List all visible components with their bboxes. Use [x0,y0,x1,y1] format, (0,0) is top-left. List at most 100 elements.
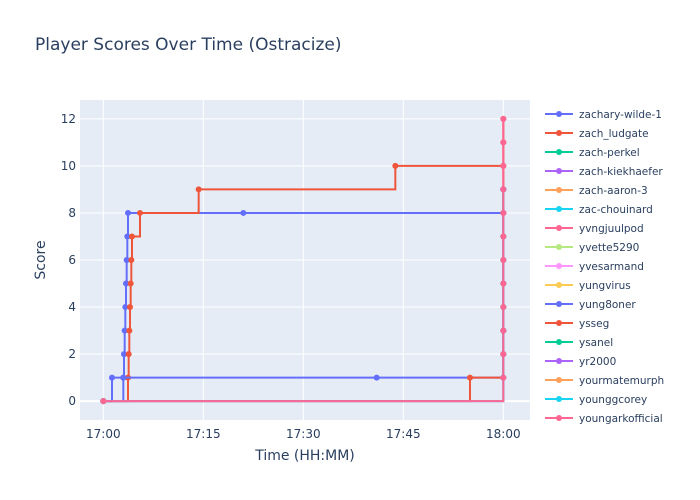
data-point [123,280,129,287]
x-tick-label: 17:00 [86,427,121,441]
data-point [500,304,507,311]
data-point [127,280,134,287]
data-point [129,233,135,240]
data-point [500,209,507,216]
legend-label: yr2000 [579,356,616,368]
legend-swatch-marker [556,187,562,193]
legend-swatch-marker [556,149,562,155]
legend-label: yvesarmand [579,261,644,273]
data-point [373,374,380,381]
legend-item[interactable]: zachary-wilde-1 [545,109,662,121]
legend-swatch-marker [556,339,562,345]
y-tick-label: 10 [61,159,76,173]
data-point [125,209,131,216]
data-point [127,304,133,311]
data-point [392,162,399,169]
legend-label: younggcorey [579,394,647,406]
x-tick-labels: 17:00 17:15 17:30 17:45 18:00 [86,427,521,441]
data-point [100,398,107,405]
legend-label: yvette5290 [579,242,639,254]
data-point [500,162,507,169]
data-point [121,327,128,334]
legend-swatch-marker [556,396,562,402]
legend-swatch-marker [556,244,562,250]
legend-label: zach-kiekhaefer [579,166,663,178]
legend-label: ysanel [579,337,613,349]
data-point [195,186,202,193]
legend-label: yvngjuulpod [579,223,644,235]
data-point [125,351,132,358]
y-tick-label: 12 [61,112,76,126]
legend[interactable]: zachary-wilde-1 zach_ludgate zach-perkel za… [545,109,664,425]
data-point [126,327,133,334]
legend-item[interactable]: yvette5290 [545,242,639,254]
legend-swatch-marker [556,301,562,307]
legend-swatch-marker [556,168,562,174]
x-tick-label: 17:15 [186,427,221,441]
data-point [500,257,507,263]
legend-swatch-marker [556,111,562,117]
legend-label: zac-chouinard [579,204,653,216]
legend-item[interactable]: yungvirus [545,280,631,292]
series-line [103,118,505,403]
y-axis-title: Score [33,240,49,279]
series-youngarkofficial [100,115,507,405]
data-point [500,280,507,287]
x-tick-label: 18:00 [486,427,521,441]
data-point [500,374,507,381]
series-layer [100,115,507,405]
data-point [137,209,143,216]
legend-item[interactable]: youngarkofficial [545,413,663,425]
data-point [122,304,129,311]
data-point [124,233,131,240]
legend-swatch-marker [556,377,562,383]
legend-item[interactable]: zach_ludgate [545,128,649,140]
legend-label: ysseg [579,318,609,330]
legend-label: zach-perkel [579,147,640,159]
legend-label: yung8oner [579,299,636,311]
legend-swatch-marker [556,415,562,421]
legend-item[interactable]: yung8oner [545,299,636,311]
legend-label: youngarkofficial [579,413,663,425]
x-tick-label: 17:30 [286,427,321,441]
data-point [240,209,247,216]
legend-item[interactable]: yr2000 [545,356,616,368]
legend-item[interactable]: yvesarmand [545,261,644,273]
legend-item[interactable]: yvngjuulpod [545,223,644,235]
legend-item[interactable]: zach-perkel [545,147,640,159]
y-tick-labels: 0 2 4 6 8 10 12 [61,112,76,408]
x-tick-label: 17:45 [386,427,421,441]
data-point [109,374,115,381]
legend-label: yungvirus [579,280,631,292]
data-point [500,233,507,240]
data-point [467,374,473,381]
legend-swatch-marker [556,130,562,136]
y-tick-label: 8 [68,206,76,220]
legend-item[interactable]: yourmatemurph [545,375,664,387]
data-point [500,186,507,193]
data-point [500,115,507,122]
legend-swatch-marker [556,225,562,231]
legend-item[interactable]: zach-kiekhaefer [545,166,663,178]
legend-item[interactable]: ysanel [545,337,613,349]
y-tick-label: 6 [68,253,76,267]
legend-item[interactable]: zach-aaron-3 [545,185,648,197]
series-line [103,118,505,403]
data-point [128,257,135,263]
data-point [123,257,130,263]
data-point [500,139,507,146]
legend-item[interactable]: younggcorey [545,394,647,406]
data-point [121,351,127,358]
data-point [500,351,507,358]
legend-label: yourmatemurph [579,375,664,387]
legend-item[interactable]: ysseg [545,318,609,330]
data-point [120,374,127,381]
legend-label: zachary-wilde-1 [579,109,662,121]
legend-label: zach_ludgate [579,128,649,140]
y-tick-label: 0 [68,394,76,408]
y-tick-label: 2 [68,347,76,361]
legend-item[interactable]: zac-chouinard [545,204,653,216]
legend-swatch-marker [556,263,562,269]
legend-swatch-marker [556,320,562,326]
